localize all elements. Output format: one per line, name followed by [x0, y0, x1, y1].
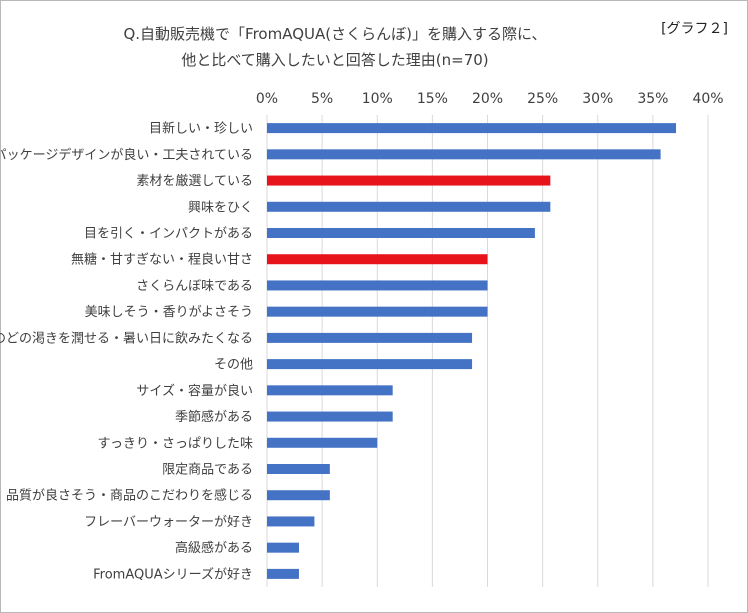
- bar: [267, 516, 315, 527]
- category-labels: 目新しい・珍しいパッケージデザインが良い・工夫されている素材を厳選している興味を…: [0, 121, 253, 583]
- bar: [267, 359, 473, 370]
- x-tick-label: 30%: [582, 91, 613, 107]
- category-label: パッケージデザインが良い・工夫されている: [0, 147, 253, 163]
- category-label: 素材を厳選している: [136, 174, 253, 189]
- x-tick-label: 35%: [637, 91, 668, 107]
- x-tick-labels: 0% 5% 10% 15% 20% 25% 30% 35% 40%: [256, 91, 724, 107]
- bar: [267, 568, 299, 579]
- category-label: 季節感がある: [175, 409, 253, 425]
- bar: [267, 254, 488, 265]
- bar: [267, 437, 378, 448]
- bar: [267, 175, 551, 186]
- x-tick-label: 15%: [417, 91, 448, 107]
- category-label: 無糖・甘すぎない・程良い甘さ: [71, 252, 253, 268]
- category-label: 目新しい・珍しい: [149, 121, 253, 137]
- bar: [267, 490, 330, 501]
- x-tick-label: 0%: [256, 91, 278, 107]
- bar: [267, 464, 330, 474]
- category-label: すっきり・さっぱりした味: [98, 436, 253, 451]
- bar: [267, 306, 488, 317]
- bar: [267, 228, 535, 238]
- category-label: その他: [214, 358, 253, 373]
- bar: [267, 385, 393, 396]
- x-tick-label: 10%: [362, 91, 393, 107]
- category-label: 目を引く・インパクトがある: [84, 227, 253, 242]
- gridlines: [266, 115, 709, 587]
- category-label: さくらんぼ味である: [136, 279, 253, 294]
- bar: [267, 332, 473, 343]
- bar: [267, 280, 488, 291]
- bars: [267, 123, 677, 579]
- category-label: 高級感がある: [175, 540, 253, 556]
- bar: [267, 411, 393, 422]
- category-label: サイズ・容量が良い: [136, 383, 253, 399]
- x-tick-label: 20%: [472, 91, 503, 107]
- category-label: 興味をひく: [188, 200, 253, 215]
- chart-title: Q.自動販売機で「FromAQUA(さくらんぼ)」を購入する際に、: [123, 25, 547, 43]
- category-label: 限定商品である: [162, 463, 253, 478]
- bar: [267, 149, 661, 160]
- x-tick-label: 40%: [692, 91, 723, 107]
- category-label: 美味しそう・香りがよさそう: [85, 305, 253, 320]
- bar: [267, 123, 677, 134]
- category-label: フレーバーウォーターが好き: [84, 515, 253, 530]
- category-label: FromAQUAシリーズが好き: [93, 566, 253, 582]
- graph-label: [グラフ２]: [661, 21, 728, 37]
- x-tick-label: 25%: [527, 91, 558, 107]
- bar: [267, 201, 551, 212]
- category-label: のどの渇きを潤せる・暑い日に飲みたくなる: [0, 330, 253, 346]
- category-label: 品質が良さそう・商品のこだわりを感じる: [6, 488, 253, 504]
- bar: [267, 542, 299, 553]
- x-tick-label: 5%: [311, 91, 333, 107]
- chart-subtitle: 他と比べて購入したいと回答した理由(n=70): [181, 51, 489, 69]
